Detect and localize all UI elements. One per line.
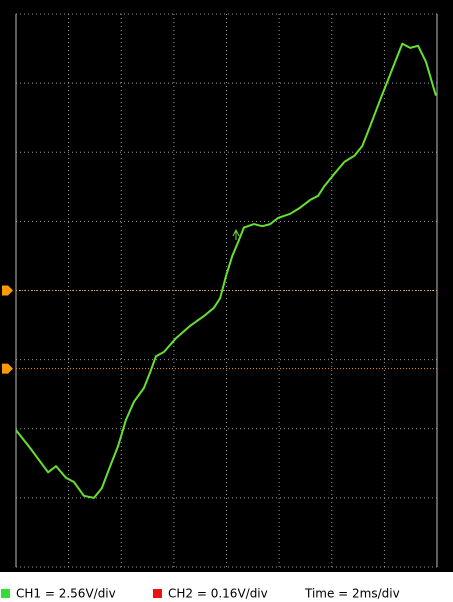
channel-swatch xyxy=(153,589,162,598)
trigger-marker xyxy=(232,228,240,240)
waveform xyxy=(15,42,437,499)
reference-arrow xyxy=(2,285,13,296)
reference-arrow xyxy=(2,363,13,374)
channel-label: CH1 = 2.56V/div xyxy=(16,587,116,601)
time-label: Time = 2ms/div xyxy=(304,587,400,601)
channel-label: CH2 = 0.16V/div xyxy=(168,587,268,601)
channel-swatch xyxy=(1,589,10,598)
